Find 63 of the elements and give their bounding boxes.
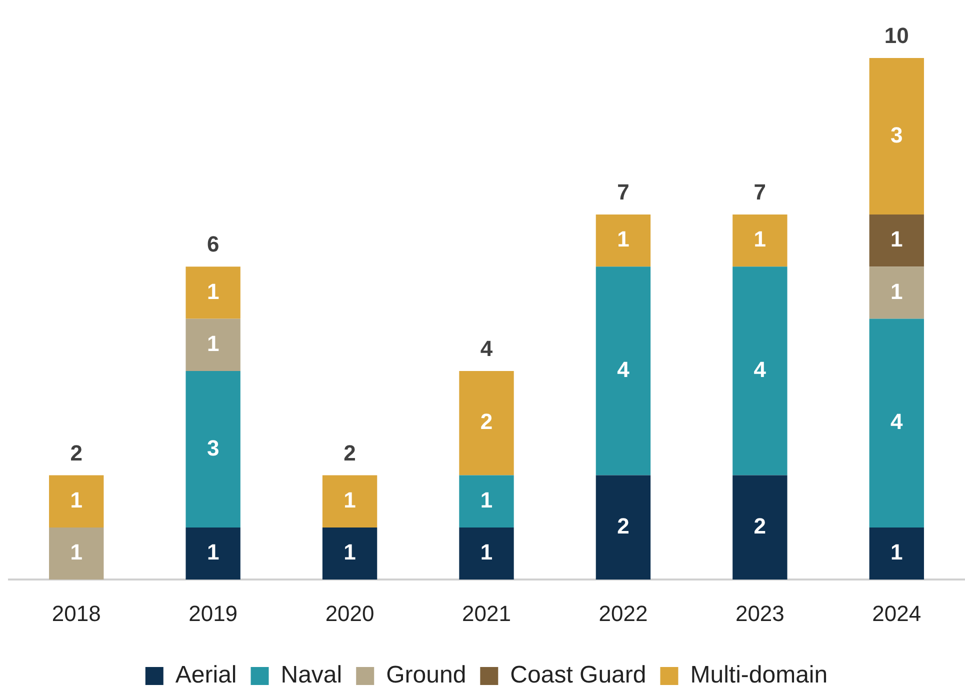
- x-tick-label: 2022: [598, 600, 648, 626]
- x-tick-label: 2018: [52, 600, 101, 626]
- legend-label: Ground: [386, 662, 466, 689]
- x-tick-label: 2019: [188, 600, 238, 626]
- legend-label: Coast Guard: [510, 662, 646, 689]
- legend-label: Naval: [280, 662, 342, 689]
- bar: [732, 214, 788, 267]
- data-label: 3: [206, 435, 220, 460]
- data-label: 4: [617, 357, 630, 382]
- data-label: 1: [890, 226, 903, 252]
- data-label: 1: [344, 540, 356, 565]
- bar: [322, 527, 378, 580]
- data-label: 2: [480, 409, 493, 434]
- bar: [186, 266, 240, 319]
- data-label: 1: [70, 487, 82, 512]
- data-label: 1: [344, 487, 356, 512]
- bar: [732, 475, 788, 580]
- total-label: 7: [617, 180, 630, 205]
- data-label: 4: [890, 409, 904, 434]
- data-label: 1: [70, 540, 82, 565]
- bar: [869, 266, 924, 319]
- data-label: 4: [754, 357, 767, 382]
- bar: [459, 370, 514, 476]
- legend-label: Multi-domain: [690, 662, 828, 689]
- bar: [869, 318, 924, 528]
- data-label: 1: [617, 226, 630, 252]
- data-label: 1: [754, 226, 766, 252]
- bar: [322, 475, 378, 528]
- bar: [596, 266, 651, 476]
- bar: [869, 527, 924, 580]
- bar: [459, 527, 514, 580]
- total-label: 10: [884, 23, 909, 48]
- total-label: 4: [480, 336, 494, 362]
- bar: [869, 58, 924, 214]
- bar: [49, 475, 104, 528]
- data-label: 1: [206, 330, 220, 356]
- bar: [186, 318, 240, 371]
- data-label: 1: [890, 278, 903, 304]
- bar: [869, 214, 924, 267]
- data-label: 2: [617, 514, 630, 539]
- data-label: 1: [480, 540, 493, 565]
- total-label: 6: [206, 232, 220, 257]
- legend-label: Aerial: [175, 662, 237, 689]
- x-tick-label: 2021: [462, 600, 511, 626]
- total-label: 7: [754, 180, 766, 205]
- bar: [732, 266, 788, 476]
- x-tick-label: 2024: [872, 600, 922, 626]
- data-label: 3: [890, 122, 903, 148]
- data-label: 1: [206, 278, 220, 304]
- total-label: 2: [344, 440, 356, 466]
- data-label: 1: [206, 540, 220, 565]
- x-tick-label: 2023: [735, 600, 784, 626]
- data-label: 2: [754, 514, 766, 539]
- total-label: 2: [70, 440, 82, 466]
- bar: [186, 527, 240, 580]
- bar: [186, 370, 240, 528]
- bar: [596, 214, 651, 267]
- bar: [459, 475, 514, 528]
- bar: [49, 527, 104, 580]
- data-label: 1: [890, 540, 903, 565]
- bar: [596, 475, 651, 580]
- x-tick-label: 2020: [325, 600, 374, 626]
- data-label: 1: [480, 487, 493, 512]
